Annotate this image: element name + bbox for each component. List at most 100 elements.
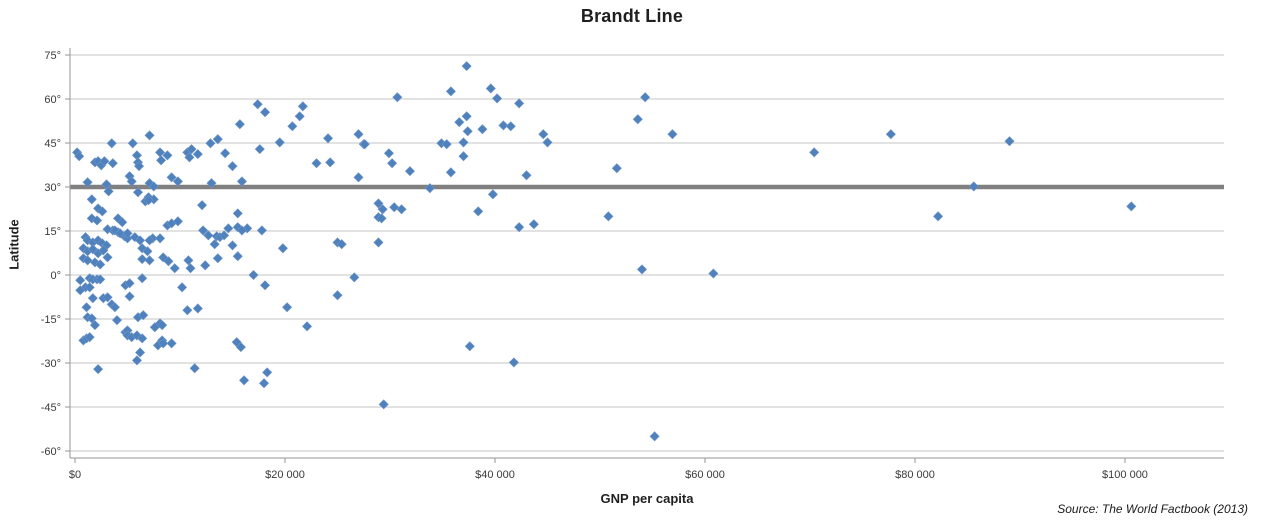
- x-tick-label: $20 000: [265, 469, 305, 481]
- y-tick-label: -30°: [41, 358, 61, 370]
- data-point-marker: [256, 225, 267, 236]
- data-point-marker: [81, 302, 92, 313]
- data-point-marker: [611, 163, 622, 174]
- data-point-marker: [163, 256, 174, 267]
- data-point-marker: [124, 278, 135, 289]
- data-point-marker: [144, 130, 155, 141]
- data-point-marker: [200, 260, 211, 271]
- data-point-marker: [158, 338, 169, 349]
- y-tick-label: 75°: [44, 50, 61, 62]
- data-point-marker: [1004, 136, 1015, 147]
- data-point-marker: [424, 183, 435, 194]
- data-point-marker: [185, 263, 196, 274]
- data-point-marker: [232, 251, 243, 262]
- data-point-marker: [158, 252, 169, 263]
- data-point-marker: [378, 399, 389, 410]
- data-point-marker: [87, 244, 98, 255]
- data-point-marker: [98, 245, 109, 256]
- data-point-marker: [186, 144, 197, 155]
- data-point-marker: [521, 170, 532, 181]
- y-tick-label: -60°: [41, 446, 61, 458]
- data-point-marker: [260, 107, 271, 118]
- data-point-marker: [109, 302, 120, 313]
- data-point-marker: [206, 178, 217, 189]
- data-point-marker: [458, 151, 469, 162]
- data-point-marker: [498, 120, 509, 131]
- data-point-marker: [137, 254, 148, 265]
- data-point-marker: [262, 367, 273, 378]
- data-point-marker: [93, 364, 104, 375]
- x-tick-label: $40 000: [475, 469, 515, 481]
- data-point-marker: [353, 129, 364, 140]
- x-tick-label: $60 000: [685, 469, 725, 481]
- y-tick-label: -15°: [41, 314, 61, 326]
- data-point-marker: [82, 255, 93, 266]
- data-point-marker: [172, 216, 183, 227]
- data-point-marker: [302, 321, 313, 332]
- y-tick-label: 45°: [44, 138, 61, 150]
- data-point-marker: [74, 151, 85, 162]
- data-point-marker: [232, 222, 243, 233]
- data-point-marker: [632, 114, 643, 125]
- chart-title: Brandt Line: [580, 6, 684, 26]
- data-point-marker: [325, 157, 336, 168]
- data-point-marker: [115, 228, 126, 239]
- data-point-marker: [183, 255, 194, 266]
- data-point-marker: [182, 305, 193, 316]
- data-point-marker: [636, 264, 648, 275]
- data-point-marker: [477, 124, 488, 135]
- data-point-marker: [143, 195, 154, 206]
- data-point-marker: [248, 269, 259, 281]
- data-point-marker: [212, 134, 223, 145]
- source-note: Source: The World Factbook (2013): [1057, 502, 1248, 516]
- data-point-marker: [1126, 201, 1137, 212]
- data-point-marker: [441, 139, 452, 150]
- data-point-marker: [162, 150, 173, 161]
- x-tick-label: $0: [69, 469, 81, 481]
- data-point-marker: [192, 303, 203, 314]
- y-tick-label: 15°: [44, 226, 61, 238]
- data-point-marker: [235, 342, 246, 353]
- data-point-marker: [84, 282, 95, 293]
- data-point-marker: [227, 240, 238, 251]
- data-point-marker: [111, 315, 123, 326]
- data-point-marker: [458, 137, 469, 148]
- data-point-marker: [197, 200, 208, 211]
- data-point-marker: [172, 176, 183, 187]
- data-point-marker: [514, 98, 525, 109]
- data-point-marker: [492, 93, 503, 104]
- data-point-marker: [649, 431, 660, 442]
- data-point-marker: [514, 222, 525, 233]
- data-point-marker: [277, 243, 288, 254]
- data-point-marker: [89, 257, 100, 268]
- y-tick-label: 30°: [44, 182, 61, 194]
- data-point-marker: [103, 186, 114, 197]
- y-tick-label: -45°: [41, 402, 61, 414]
- x-axis-title: GNP per capita: [600, 491, 694, 506]
- data-point-marker: [294, 111, 305, 122]
- data-point-marker: [126, 176, 137, 187]
- data-point-marker: [336, 239, 347, 250]
- data-point-marker: [127, 138, 138, 149]
- data-point-marker: [203, 230, 214, 241]
- data-point-marker: [542, 137, 553, 148]
- data-point-marker: [148, 181, 159, 192]
- data-point-marker: [461, 61, 472, 72]
- data-point-marker: [227, 161, 238, 172]
- data-point-marker: [538, 129, 549, 140]
- data-point-marker: [383, 148, 394, 159]
- data-point-marker: [212, 253, 223, 264]
- data-point-marker: [134, 161, 145, 172]
- data-point-marker: [234, 119, 245, 130]
- data-point-marker: [933, 211, 944, 222]
- data-point-marker: [82, 235, 93, 246]
- data-point-marker: [404, 166, 415, 177]
- data-point-marker: [454, 117, 465, 128]
- data-point-marker: [445, 86, 456, 97]
- data-point-marker: [106, 138, 117, 149]
- data-point-marker: [392, 92, 403, 103]
- data-point-marker: [232, 208, 243, 219]
- data-point-marker: [93, 235, 104, 246]
- x-tick-label: $80 000: [895, 469, 935, 481]
